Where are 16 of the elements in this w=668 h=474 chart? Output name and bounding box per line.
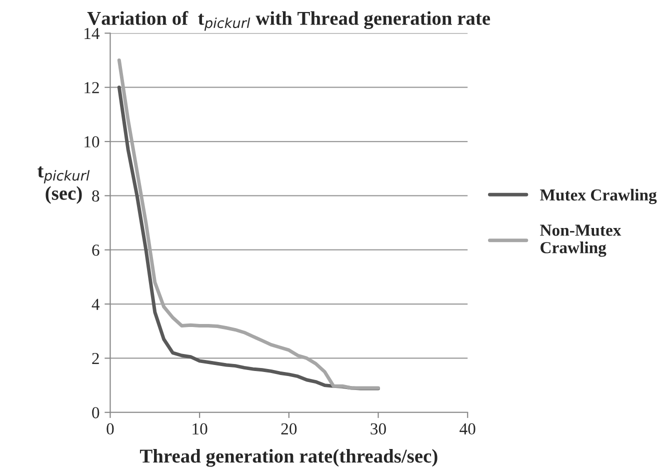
x-tick-label: 40 bbox=[460, 423, 476, 435]
x-tick-label: 10 bbox=[192, 423, 208, 435]
y-tick-label: 0 bbox=[92, 407, 100, 418]
legend-label: Non-Mutex Crawling bbox=[540, 224, 622, 257]
y-tick-label: 12 bbox=[84, 82, 99, 94]
x-tick-label: 30 bbox=[370, 423, 386, 435]
x-axis-title: Thread generation rate(threads/sec) bbox=[140, 449, 438, 467]
legend-label: Mutex Crawling bbox=[540, 188, 657, 204]
y-axis-title: t$_{pickurl}$ (sec) bbox=[38, 166, 90, 204]
x-tick-label: 20 bbox=[281, 423, 297, 435]
x-tick-label: 0 bbox=[106, 423, 114, 435]
y-tick-label: 8 bbox=[92, 190, 100, 202]
y-tick-label: 2 bbox=[92, 352, 99, 364]
y-tick-label: 4 bbox=[92, 298, 100, 310]
y-tick-label: 10 bbox=[84, 136, 100, 148]
y-tick-label: 6 bbox=[92, 244, 100, 256]
